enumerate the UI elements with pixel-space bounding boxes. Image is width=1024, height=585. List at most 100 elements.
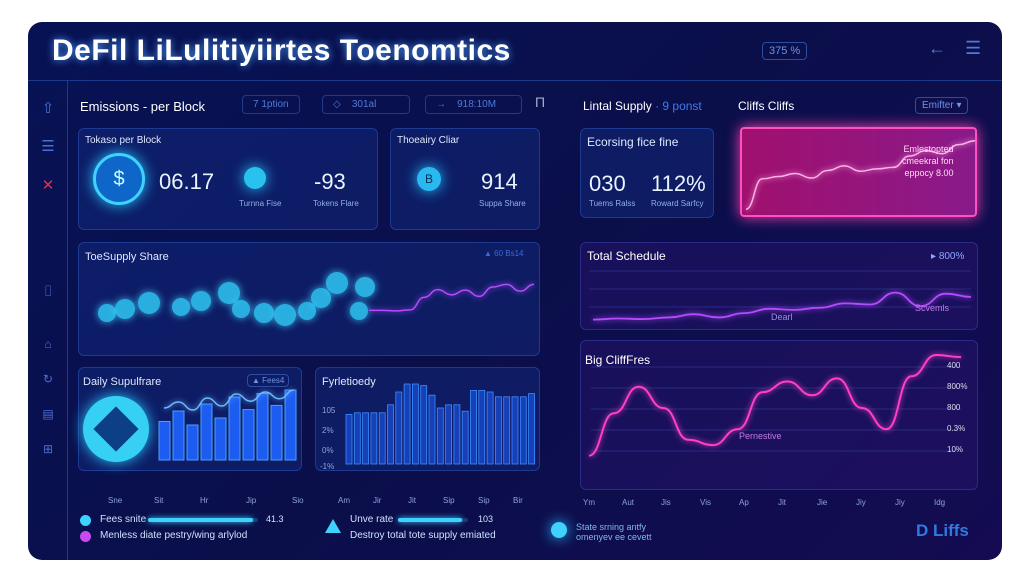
fyr-bar — [486, 391, 494, 465]
x-tick: Vis — [700, 498, 711, 507]
token-bubble — [274, 304, 296, 326]
cliffs-chart: Emlestopted cmeekral fon eppocy 8.00 — [740, 127, 977, 217]
status-line: State srning antfy — [576, 522, 647, 532]
theory-card: Thoeairy Cliar B 914 Suppa Share — [390, 128, 540, 230]
fyr-bar — [412, 383, 419, 465]
fyr-bar — [528, 393, 536, 465]
card-title: Big CliffFres — [585, 353, 651, 367]
fyr-bar — [470, 389, 477, 465]
arrow-right-icon: → — [436, 99, 446, 110]
x-tick: Jit — [408, 496, 416, 505]
x-tick: Jis — [661, 498, 671, 507]
dashboard-window: DeFil LiLulitiyiirtes Toenomtics 375 % ←… — [28, 22, 1002, 560]
cliffs-line — [745, 140, 976, 210]
daily-line — [163, 389, 295, 411]
legend-item: eppocy 8.00 — [904, 168, 954, 178]
daily-bar — [284, 389, 297, 461]
token-bubble — [355, 277, 375, 297]
fyr-bar — [370, 412, 378, 465]
fees-progress — [148, 518, 258, 522]
schedule-chart — [589, 270, 972, 321]
filter-pill-2[interactable]: ◇ 301al — [322, 95, 410, 114]
filter-pill-3[interactable]: → 918:10M — [425, 95, 522, 114]
flare-value: -93 — [314, 169, 346, 194]
zoom-badge[interactable]: 375 % — [762, 42, 808, 60]
menu-icon[interactable]: ☰ — [41, 138, 55, 155]
pin-icon[interactable]: Π — [535, 94, 546, 110]
x-tick: Ym — [583, 498, 595, 507]
series-label: Dearl — [771, 312, 793, 322]
x-tick: Jie — [817, 498, 828, 507]
legend-dot-purple — [80, 531, 91, 542]
token-bubble — [311, 288, 331, 308]
fyr-bar — [461, 410, 469, 465]
big-cliff-chart — [588, 353, 962, 457]
x-tick: Sip — [443, 496, 455, 505]
daily-bar — [214, 417, 227, 461]
fyr-bar — [345, 414, 353, 465]
filter-pill-1[interactable]: 7 1ption — [242, 95, 300, 114]
tokens-per-block-card: Tokaso per Block $ 06.17 Turnna Fise -93… — [78, 128, 378, 230]
network-node-icon: B — [417, 167, 441, 191]
status-text: State srning antfy omenyev ee cevett — [576, 522, 652, 542]
emitter-dropdown[interactable]: Emifter ▾ — [915, 97, 969, 114]
close-icon[interactable]: ✕ — [41, 177, 55, 194]
fyr-bar — [428, 394, 436, 465]
token-bubble — [138, 292, 160, 314]
theory-value: 914 — [481, 169, 518, 194]
x-tick: Hr — [200, 496, 209, 505]
token-coin-icon: $ — [93, 153, 145, 205]
rate-progress — [398, 518, 468, 522]
legend-label: Fees snite — [100, 514, 147, 525]
schedule-badge: ▸ 800% — [931, 251, 965, 262]
big-cliff-line — [588, 353, 962, 457]
sub-label: Roward Sarfcy — [651, 199, 704, 208]
token-bubble — [254, 303, 274, 323]
cliffs-line-path — [745, 140, 976, 210]
document-icon[interactable]: ▤ — [42, 407, 54, 421]
legend-dot-cyan — [80, 515, 91, 526]
home-icon[interactable]: ⇧ — [41, 100, 55, 117]
daily-bar — [186, 424, 199, 461]
fyr-bar — [511, 396, 519, 465]
x-tick: Idg — [934, 498, 946, 507]
daily-bar — [242, 409, 255, 461]
fyr-bar — [494, 396, 502, 465]
token-bubble — [98, 304, 116, 322]
grid-icon[interactable]: ⊞ — [42, 442, 54, 456]
y-tick: 0% — [322, 446, 334, 455]
x-tick: Sne — [108, 496, 123, 505]
status-dot — [551, 522, 567, 538]
legend-label: Menless diate pestry/wing arlylod — [100, 530, 248, 541]
fees-badge: ▲ Fees4 — [247, 374, 290, 387]
token-bubble — [232, 300, 250, 318]
house-icon[interactable]: ⌂ — [44, 337, 52, 351]
legend-label: Unve rate — [350, 514, 394, 525]
fyr-bar — [378, 412, 386, 465]
card-title: Thoeairy Cliar — [397, 135, 460, 146]
menu-icon[interactable]: ☰ — [965, 38, 982, 58]
section-heading: Emissions - per Block — [80, 99, 205, 114]
sub-label: Suppa Share — [479, 199, 526, 208]
back-arrow-icon[interactable]: ← — [928, 38, 946, 58]
x-tick: Jir — [373, 496, 382, 505]
refresh-icon[interactable]: ↻ — [42, 372, 54, 386]
x-tick: Aut — [622, 498, 635, 507]
supply-share-card: ToeSupply Share ▲ 60 Bs14 — [78, 242, 540, 356]
ethereum-icon — [83, 396, 149, 462]
cliffs-title: Cliffs Cliffs — [738, 99, 795, 113]
x-tick: Jiy — [856, 498, 866, 507]
fyr-bar — [395, 391, 403, 465]
token-bubble — [172, 298, 190, 316]
cliffs-legend: Emlestopted cmeekral fon eppocy 8.00 — [902, 143, 954, 179]
token-bubble — [298, 302, 316, 320]
sub-label: Tokens Flare — [313, 199, 359, 208]
ecorsing-card: Ecorsing fice fine 030 112% Tuems Ralss … — [580, 128, 714, 218]
card-title: ToeSupply Share — [85, 251, 169, 263]
thermometer-icon[interactable]: ⌷ — [43, 283, 53, 300]
fyr-bar — [519, 396, 527, 465]
x-tick: Jiy — [895, 498, 905, 507]
fyr-bar — [420, 385, 428, 465]
big-cliff-card: Big CliffFres Pernestive 400 800% 800 0.3% 1… — [580, 340, 978, 490]
daily-bar — [270, 404, 283, 461]
